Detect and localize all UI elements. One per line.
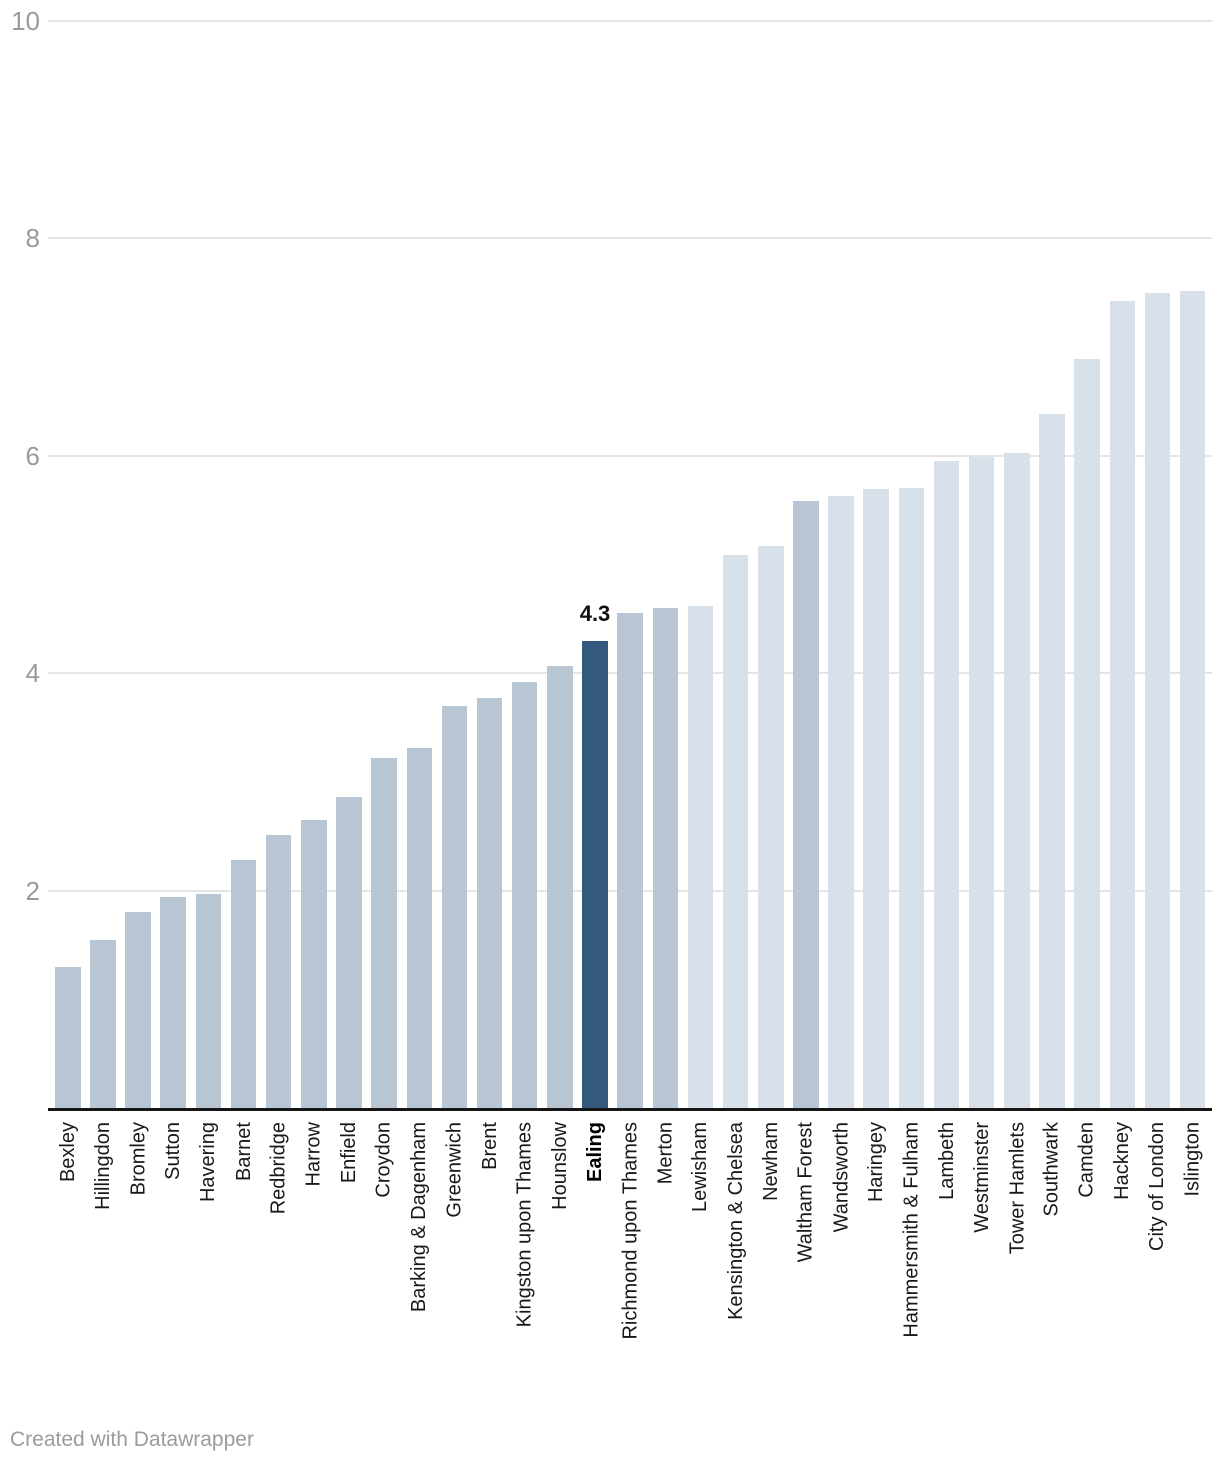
x-tick-label: Camden — [1076, 1122, 1099, 1198]
bar-camden[interactable] — [1074, 359, 1100, 1108]
bar-waltham-forest[interactable] — [793, 501, 819, 1108]
bar-westminster[interactable] — [968, 456, 995, 1108]
x-tick-label: Southwark — [1040, 1122, 1063, 1217]
bar-lewisham[interactable] — [687, 605, 714, 1108]
x-tick-label: Hackney — [1111, 1122, 1134, 1200]
x-tick-label: Hammersmith & Fulham — [900, 1122, 923, 1338]
bar-greenwich[interactable] — [441, 705, 468, 1108]
bar-sutton[interactable] — [160, 897, 186, 1108]
gridline — [48, 237, 1212, 240]
bar-islington[interactable] — [1179, 290, 1206, 1108]
x-tick-label: Islington — [1181, 1122, 1204, 1197]
bar-hammersmith-fulham[interactable] — [898, 488, 925, 1108]
y-tick-label: 4 — [25, 658, 40, 689]
bar-enfield[interactable] — [336, 797, 362, 1108]
bar-richmond-upon-thames[interactable] — [617, 613, 643, 1108]
bar-brent[interactable] — [476, 698, 503, 1108]
datawrapper-credit[interactable]: Created with Datawrapper — [10, 1428, 254, 1451]
x-tick-label: Enfield — [337, 1122, 360, 1184]
y-tick-label: 6 — [25, 440, 40, 471]
bar-barking-dagenham[interactable] — [406, 748, 432, 1108]
x-axis-line — [48, 1108, 1212, 1111]
x-tick-label: City of London — [1146, 1122, 1169, 1251]
x-tick-label: Redbridge — [267, 1122, 290, 1215]
x-tick-label: Hillingdon — [91, 1122, 114, 1210]
bar-merton[interactable] — [652, 607, 679, 1108]
y-tick-label: 10 — [11, 6, 40, 36]
bar-kingston-upon-thames[interactable] — [511, 681, 538, 1108]
x-tick-label: Tower Hamlets — [1005, 1122, 1028, 1255]
x-tick-label: Ealing — [584, 1122, 606, 1183]
x-tick-label: Barnet — [232, 1122, 255, 1181]
bar-harrow[interactable] — [301, 819, 327, 1108]
y-tick-label: 2 — [25, 875, 40, 906]
x-tick-label: Sutton — [162, 1122, 185, 1180]
gridline — [48, 20, 1212, 22]
x-tick-label: Kingston upon Thames — [513, 1122, 536, 1328]
x-tick-label: Lambeth — [935, 1122, 958, 1200]
bar-lambeth[interactable] — [933, 461, 960, 1108]
x-tick-label: Hounslow — [548, 1122, 571, 1210]
bar-hounslow[interactable] — [547, 665, 573, 1108]
bar-wandsworth[interactable] — [828, 496, 854, 1108]
x-tick-label: Bexley — [56, 1122, 79, 1183]
bar-haringey[interactable] — [863, 489, 889, 1108]
bar-southwark[interactable] — [1039, 414, 1065, 1108]
bar-havering[interactable] — [195, 893, 222, 1108]
x-tick-label: Barking & Dagenham — [408, 1122, 431, 1313]
x-tick-label: Bromley — [127, 1122, 150, 1196]
x-tick-label: Westminster — [970, 1122, 993, 1233]
x-tick-label: Brent — [478, 1122, 501, 1170]
x-tick-label: Newham — [759, 1122, 782, 1201]
x-tick-label: Greenwich — [443, 1122, 466, 1218]
bar-croydon[interactable] — [371, 757, 397, 1108]
x-tick-label: Havering — [197, 1122, 220, 1203]
x-tick-label: Harrow — [302, 1122, 325, 1187]
bar-tower-hamlets[interactable] — [1004, 452, 1030, 1108]
x-tick-label: Wandsworth — [830, 1122, 853, 1233]
bar-value-label: 4.3 — [579, 600, 611, 626]
gridline — [48, 454, 1212, 457]
bar-bromley[interactable] — [125, 912, 151, 1108]
x-tick-label: Kensington & Chelsea — [724, 1122, 747, 1320]
x-tick-label: Haringey — [865, 1122, 888, 1203]
bar-bexley[interactable] — [55, 966, 81, 1108]
x-tick-label: Merton — [654, 1122, 677, 1185]
x-tick-label: Waltham Forest — [794, 1122, 817, 1263]
bar-hackney[interactable] — [1109, 301, 1135, 1108]
bar-barnet[interactable] — [230, 860, 257, 1108]
bar-kensington-chelsea[interactable] — [722, 554, 749, 1108]
bar-hillingdon[interactable] — [90, 939, 116, 1108]
bar-ealing[interactable] — [582, 640, 608, 1108]
y-tick-label: 8 — [25, 223, 40, 254]
bar-redbridge[interactable] — [265, 835, 292, 1108]
x-tick-label: Richmond upon Thames — [619, 1122, 642, 1340]
x-tick-label: Lewisham — [689, 1122, 712, 1213]
bar-newham[interactable] — [758, 546, 784, 1108]
x-tick-label: Croydon — [373, 1122, 396, 1198]
bar-city-of-london[interactable] — [1144, 292, 1171, 1108]
